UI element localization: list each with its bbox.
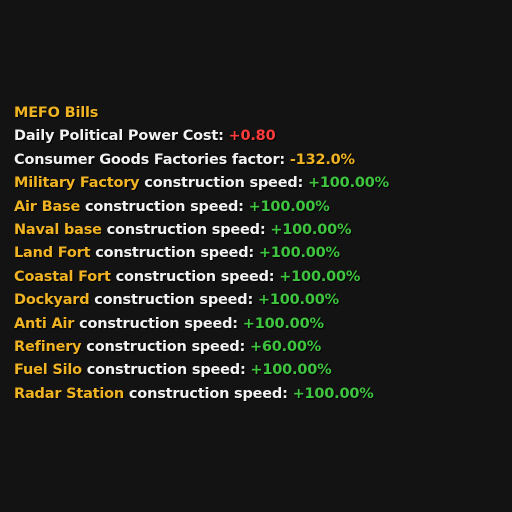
construction-row-land-fort: Land Fort construction speed: +100.00% [14,242,504,265]
construction-row-dockyard: Dockyard construction speed: +100.00% [14,289,504,312]
construction-speed-value: +100.00% [250,362,332,379]
construction-row-radar-station: Radar Station construction speed: +100.0… [14,383,504,406]
construction-speed-label: construction speed: [80,198,249,215]
consumer-goods-value: -132.0% [289,151,355,168]
modifier-tooltip: MEFO Bills Daily Political Power Cost: +… [14,102,504,406]
building-name: Naval base [14,221,102,238]
building-name: Coastal Fort [14,268,111,285]
construction-speed-label: construction speed: [110,268,280,285]
construction-row-military-factory: Military Factory construction speed: +10… [14,172,504,195]
construction-speed-label: construction speed: [101,221,271,238]
construction-speed-label: construction speed: [89,292,258,309]
construction-speed-value: +100.00% [279,268,361,285]
political-power-label: Daily Political Power Cost: [14,128,229,145]
political-power-value: +0.80 [228,128,276,145]
building-name: Air Base [14,198,81,215]
construction-speed-value: +60.00% [249,338,322,355]
construction-row-anti-air: Anti Air construction speed: +100.00% [14,313,504,336]
construction-speed-label: construction speed: [81,362,251,379]
construction-row-naval-base: Naval base construction speed: +100.00% [14,219,504,242]
political-power-row: Daily Political Power Cost: +0.80 [14,125,504,148]
building-name: Anti Air [14,315,75,332]
construction-speed-label: construction speed: [81,338,250,355]
consumer-goods-row: Consumer Goods Factories factor: -132.0% [14,149,504,172]
construction-speed-value: +100.00% [292,385,374,402]
building-name: Fuel Silo [14,362,82,379]
construction-speed-value: +100.00% [307,175,389,192]
building-name: Military Factory [14,175,140,192]
construction-speed-label: construction speed: [139,175,308,192]
tooltip-title: MEFO Bills [14,105,99,121]
construction-speed-value: +100.00% [248,198,330,215]
building-name: Land Fort [14,245,91,262]
consumer-goods-label: Consumer Goods Factories factor: [14,151,290,168]
construction-speed-value: +100.00% [270,221,352,238]
construction-row-refinery: Refinery construction speed: +60.00% [14,336,504,359]
construction-speed-value: +100.00% [257,292,339,309]
construction-row-fuel-silo: Fuel Silo construction speed: +100.00% [14,359,504,382]
construction-row-air-base: Air Base construction speed: +100.00% [14,196,504,219]
construction-speed-label: construction speed: [124,385,293,402]
construction-row-coastal-fort: Coastal Fort construction speed: +100.00… [14,266,504,289]
construction-speed-label: construction speed: [90,245,259,262]
building-name: Radar Station [14,385,125,402]
building-name: Dockyard [14,292,90,309]
building-name: Refinery [14,338,82,355]
construction-speed-value: +100.00% [258,245,340,262]
construction-speed-label: construction speed: [74,315,243,332]
construction-speed-value: +100.00% [242,315,324,332]
